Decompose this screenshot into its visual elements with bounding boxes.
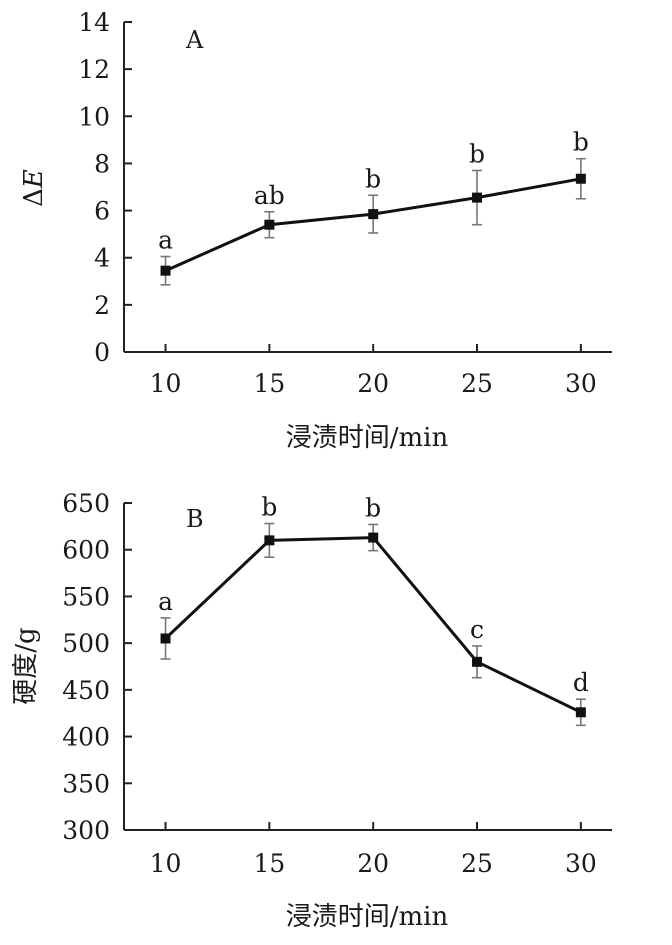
data-point-b xyxy=(472,656,483,667)
significance-label-a: b xyxy=(469,140,485,169)
panel-label-a: A xyxy=(185,26,204,54)
y-tick-label-a: 8 xyxy=(94,149,110,178)
data-point-a xyxy=(264,219,275,230)
data-point-b xyxy=(368,532,379,543)
data-point-b xyxy=(160,633,171,644)
x-tick-label-a: 25 xyxy=(461,369,493,398)
y-axis-title-a: ΔE xyxy=(19,169,49,207)
y-tick-label-a: 6 xyxy=(94,197,110,226)
y-tick-label-b: 650 xyxy=(62,489,110,518)
y-tick-label-b: 600 xyxy=(62,536,110,565)
x-tick-label-b: 25 xyxy=(461,849,493,878)
chart-panel-b: B 浸渍时间/min 硬度/g 300 350 400 450 500 550 600 650… xyxy=(11,489,612,932)
significance-label-a: b xyxy=(573,128,589,157)
significance-label-a: ab xyxy=(254,181,285,210)
x-tick-label-a: 20 xyxy=(357,369,389,398)
significance-label-b: b xyxy=(261,493,277,522)
x-axis-title-a: 浸渍时间/min xyxy=(286,423,449,453)
x-tick-label-b: 15 xyxy=(253,849,285,878)
series-line-b xyxy=(164,536,582,714)
x-tick-label-a: 30 xyxy=(565,369,597,398)
y-tick-label-a: 4 xyxy=(94,244,110,273)
y-tick-label-a: 10 xyxy=(78,102,110,131)
y-axis-title-a-e: E xyxy=(19,169,49,189)
data-point-b xyxy=(575,707,586,718)
significance-label-a: b xyxy=(365,164,381,193)
y-axis-title-b: 硬度/g xyxy=(11,627,41,704)
data-point-a xyxy=(368,209,379,220)
x-axis-title-b: 浸渍时间/min xyxy=(286,902,449,932)
significance-label-a: a xyxy=(158,226,173,255)
x-tick-label-a: 10 xyxy=(150,369,182,398)
data-point-a xyxy=(575,173,586,184)
panel-label-b: B xyxy=(186,505,204,533)
significance-label-b: d xyxy=(573,668,589,697)
x-tick-label-a: 15 xyxy=(253,369,285,398)
significance-label-b: a xyxy=(158,587,173,616)
chart-panel-a: A 浸渍时间/min ΔE 0 2 4 6 8 10 12 14 10 15 20 25 30 a ab b b… xyxy=(19,8,612,453)
y-tick-label-b: 300 xyxy=(62,816,110,845)
y-tick-label-a: 14 xyxy=(78,8,110,37)
y-tick-label-b: 400 xyxy=(62,723,110,752)
data-point-b xyxy=(264,535,275,546)
data-point-a xyxy=(472,192,483,203)
x-tick-label-b: 30 xyxy=(565,849,597,878)
y-tick-label-b: 350 xyxy=(62,769,110,798)
y-tick-label-b: 550 xyxy=(62,582,110,611)
y-tick-label-a: 2 xyxy=(94,291,110,320)
y-tick-label-a: 0 xyxy=(94,338,110,367)
data-point-a xyxy=(160,265,171,276)
y-axis-title-a-delta: Δ xyxy=(19,188,49,207)
y-tick-label-b: 450 xyxy=(62,676,110,705)
y-tick-label-a: 12 xyxy=(78,55,110,84)
significance-label-b: c xyxy=(470,615,484,644)
x-tick-label-b: 20 xyxy=(357,849,389,878)
significance-label-b: b xyxy=(365,493,381,522)
y-tick-label-b: 500 xyxy=(62,629,110,658)
x-tick-label-b: 10 xyxy=(150,849,182,878)
